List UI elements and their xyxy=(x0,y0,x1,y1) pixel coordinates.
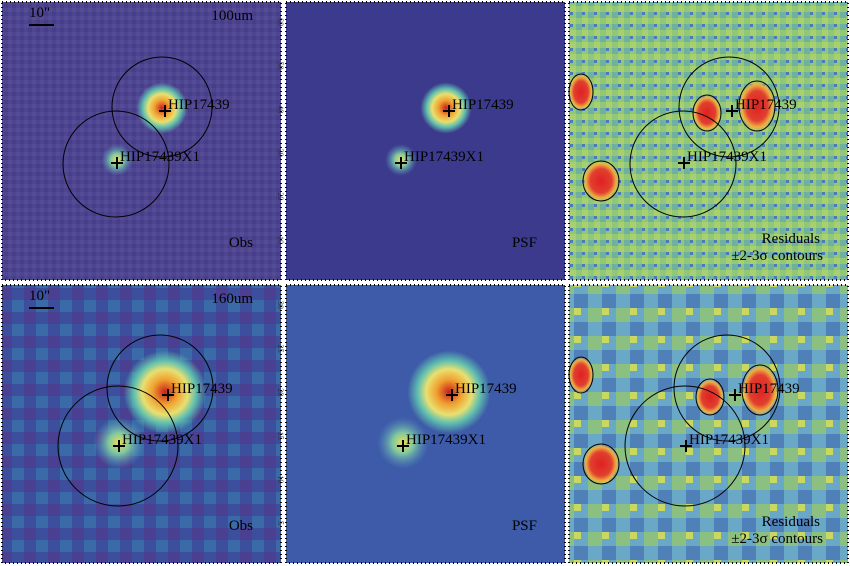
panel: HIP17439 HIP17439X1 PSF xyxy=(285,1,566,281)
source-marker xyxy=(443,105,455,117)
panel-image xyxy=(2,2,281,280)
panel-image xyxy=(286,2,565,280)
aperture xyxy=(624,385,746,507)
panel-sublabel: ±2-3σ contours xyxy=(731,531,823,547)
source-label: HIP17439X1 xyxy=(120,149,200,165)
axis-tick-label: 30 xyxy=(276,149,285,157)
panel: HIP17439 HIP17439X1 Residuals±2-3σ contour… xyxy=(568,284,849,564)
aperture xyxy=(673,334,781,442)
panel-sublabel: ±2-3σ contours xyxy=(731,248,823,264)
source-marker xyxy=(159,105,171,117)
source-marker xyxy=(446,389,458,401)
panel-label: Obs xyxy=(229,235,253,251)
source-marker xyxy=(678,157,690,169)
source-blob xyxy=(123,350,207,434)
source-marker xyxy=(111,157,123,169)
panel-label: PSF xyxy=(512,518,537,534)
axis-tick-label: 60 xyxy=(276,18,285,26)
residual-blob xyxy=(568,356,594,394)
band-label: 100um xyxy=(211,8,253,24)
source-label: HIP17439X1 xyxy=(122,432,202,448)
axis-tick-label: 10 xyxy=(276,475,285,483)
source-marker xyxy=(162,389,174,401)
source-marker xyxy=(397,440,409,452)
residual-blob xyxy=(692,94,722,132)
panel-label: Obs xyxy=(229,518,253,534)
source-label: HIP17439X1 xyxy=(406,432,486,448)
residual-blob xyxy=(738,80,776,132)
source-marker xyxy=(395,157,407,169)
source-label: HIP17439 xyxy=(738,381,800,397)
axis-tick-label: 25 xyxy=(276,345,285,353)
panel: HIP17439HIP17439X1Obs100um10"10203040506… xyxy=(1,1,285,281)
panel-image xyxy=(569,285,848,563)
panel-frame xyxy=(1,284,282,564)
source-blob xyxy=(136,82,188,134)
aperture xyxy=(106,334,214,442)
panel-image xyxy=(569,2,848,280)
panel-label: PSF xyxy=(512,235,537,251)
axis-tick-label: 50 xyxy=(276,62,285,70)
axis-tick-label: 40 xyxy=(276,105,285,113)
source-marker xyxy=(680,440,692,452)
panel: HIP17439 HIP17439X1 PSF xyxy=(285,284,566,564)
source-label: HIP17439X1 xyxy=(687,149,767,165)
panel: HIP17439 HIP17439X1 Residuals±2-3σ contour… xyxy=(568,1,849,281)
axis-tick-label: 20 xyxy=(276,192,285,200)
residual-blob xyxy=(582,160,620,202)
source-label: HIP17439 xyxy=(455,381,517,397)
band-label: 160um xyxy=(211,291,253,307)
axis-tick-label: 30 xyxy=(276,301,285,309)
source-label: HIP17439X1 xyxy=(404,149,484,165)
panel-frame xyxy=(285,1,566,281)
panel-frame xyxy=(568,1,849,281)
residual-blob xyxy=(582,443,620,485)
axis-tick-label: 15 xyxy=(276,432,285,440)
panel-frame xyxy=(1,1,282,281)
aperture xyxy=(678,56,780,158)
panel-frame xyxy=(285,284,566,564)
scale-label: 10" xyxy=(29,5,50,21)
aperture xyxy=(62,110,170,218)
panel-label: Residuals xyxy=(762,231,820,247)
source-marker xyxy=(113,440,125,452)
source-label: HIP17439 xyxy=(452,97,514,113)
source-blob xyxy=(407,350,491,434)
source-label: HIP17439 xyxy=(171,381,233,397)
residual-blob xyxy=(741,364,779,416)
aperture xyxy=(629,110,737,218)
source-marker xyxy=(726,105,738,117)
panel-frame xyxy=(568,284,849,564)
aperture xyxy=(57,385,179,507)
source-label: HIP17439X1 xyxy=(689,432,769,448)
residual-blob xyxy=(695,378,725,416)
source-marker xyxy=(729,389,741,401)
residual-blob xyxy=(568,73,594,111)
source-label: HIP17439 xyxy=(168,97,230,113)
aperture xyxy=(111,56,213,158)
scale-label: 10" xyxy=(29,288,50,304)
source-label: HIP17439 xyxy=(735,97,797,113)
panel-label: Residuals xyxy=(762,514,820,530)
axis-tick-label: 20 xyxy=(276,388,285,396)
source-blob xyxy=(420,82,472,134)
